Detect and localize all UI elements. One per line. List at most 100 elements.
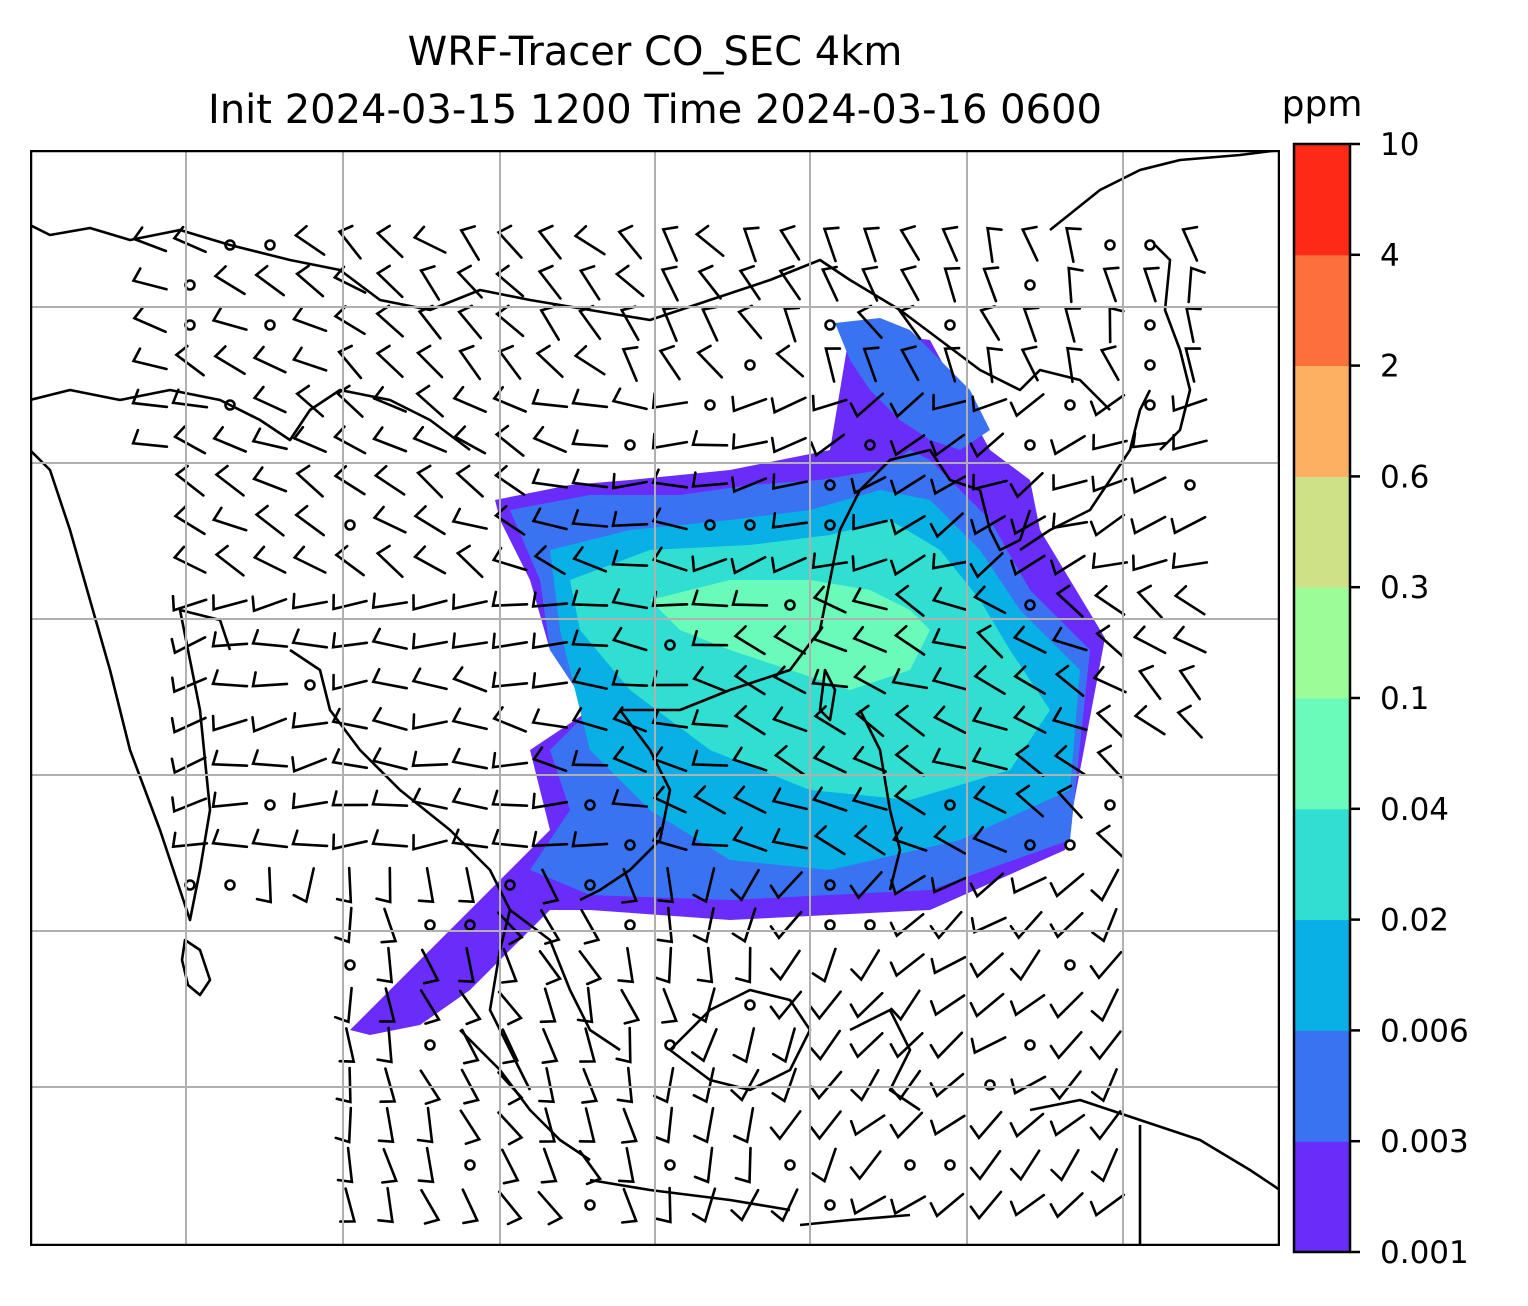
wind-barb <box>890 874 926 896</box>
wind-barb <box>541 1028 559 1064</box>
wind-barb <box>416 1106 434 1144</box>
wind-barb <box>696 344 724 379</box>
wind-barb <box>771 787 808 811</box>
calm-wind-marker <box>304 679 316 691</box>
calm-wind-marker <box>664 1159 676 1171</box>
wind-barb <box>371 789 409 807</box>
wind-barb <box>494 424 525 457</box>
calm-wind-marker <box>944 1159 956 1171</box>
wind-barb <box>252 345 287 374</box>
wind-barb <box>730 555 767 575</box>
wind-barb <box>371 747 408 771</box>
calm-wind-marker <box>1104 799 1116 811</box>
wind-barb <box>889 1111 924 1140</box>
wind-barb <box>501 1028 520 1065</box>
wind-barb <box>811 668 849 689</box>
wind-barb <box>941 225 959 262</box>
wind-barb <box>771 512 809 529</box>
wind-barb <box>811 1147 837 1184</box>
wind-barb <box>252 385 287 414</box>
wind-barb <box>612 706 648 733</box>
wind-barb <box>1099 345 1120 382</box>
wind-barb <box>419 265 441 301</box>
wind-barb <box>500 947 518 984</box>
wind-barb <box>415 344 444 379</box>
wind-barb <box>451 828 489 849</box>
calm-wind-marker <box>704 519 716 531</box>
wind-barb <box>332 833 368 851</box>
wind-barb <box>1171 395 1208 413</box>
calm-wind-marker <box>584 879 596 891</box>
wind-barb <box>617 224 642 260</box>
gridlines <box>30 150 1280 1246</box>
wind-barb <box>1130 515 1167 535</box>
colorbar-tick-label: 0.003 <box>1380 1124 1469 1160</box>
wind-barb <box>943 266 961 303</box>
wind-barb <box>372 386 407 413</box>
wind-barb <box>213 265 246 296</box>
wind-barb <box>372 426 408 453</box>
wind-barb <box>971 747 1008 771</box>
wind-barb <box>1009 1112 1045 1139</box>
wind-barb <box>734 1146 752 1184</box>
wind-barb <box>537 224 562 260</box>
map-panel <box>30 150 1280 1246</box>
calm-wind-marker <box>464 919 476 931</box>
wind-barb <box>770 396 807 415</box>
wind-barb <box>930 475 967 496</box>
wind-barb <box>1050 1148 1080 1182</box>
wind-barb <box>692 987 716 1024</box>
wind-barb <box>930 955 967 975</box>
calm-wind-marker <box>344 519 356 531</box>
wind-barb <box>494 304 525 338</box>
coast-vietnam <box>579 709 672 902</box>
calm-wind-marker <box>264 799 276 811</box>
wind-barb <box>373 464 406 496</box>
calm-wind-marker <box>784 599 796 611</box>
wind-barb <box>376 946 394 984</box>
wind-barb <box>931 586 968 612</box>
wind-barb <box>252 545 287 574</box>
wind-barb <box>1010 554 1046 577</box>
wind-barb <box>861 265 879 302</box>
wind-barb <box>335 866 353 904</box>
wind-barb <box>891 668 929 690</box>
wind-barb <box>742 226 760 263</box>
coast-south-china <box>620 579 832 712</box>
wind-barb <box>291 829 329 848</box>
wind-barb <box>1012 705 1047 734</box>
wind-barb <box>1090 1148 1119 1183</box>
calm-wind-marker <box>224 879 236 891</box>
wind-barb <box>1015 784 1045 818</box>
wind-barb <box>970 1036 1007 1055</box>
wind-barb <box>693 1107 715 1144</box>
colorbar-tick-label: 0.006 <box>1380 1013 1469 1049</box>
wind-barb <box>1051 512 1089 530</box>
wind-barb <box>657 866 675 904</box>
wind-barb <box>173 425 207 455</box>
wind-barb <box>251 671 289 688</box>
wind-barb <box>986 346 1003 384</box>
wind-barb <box>1089 950 1123 980</box>
coast-russia-far-east <box>1049 150 1280 232</box>
wind-barb <box>658 344 681 381</box>
wind-barb <box>661 225 679 262</box>
wind-barb <box>571 706 608 732</box>
calm-wind-marker <box>1064 959 1076 971</box>
wind-barb <box>853 665 887 695</box>
wind-barb <box>331 790 369 807</box>
colorbar-tick-label: 0.001 <box>1380 1235 1469 1271</box>
coast-luzon <box>858 709 902 891</box>
wind-barb <box>972 785 1007 814</box>
wind-barb <box>415 464 444 499</box>
wind-barb <box>1064 307 1081 343</box>
wind-barb <box>531 591 569 608</box>
wind-barb <box>1095 704 1124 738</box>
wind-barb <box>211 749 249 767</box>
wind-barb <box>731 476 768 494</box>
wind-barb <box>420 1189 441 1225</box>
wind-barb <box>571 749 609 767</box>
wind-barb <box>970 515 1006 536</box>
wind-barb <box>451 787 488 810</box>
wind-barb <box>211 506 248 532</box>
